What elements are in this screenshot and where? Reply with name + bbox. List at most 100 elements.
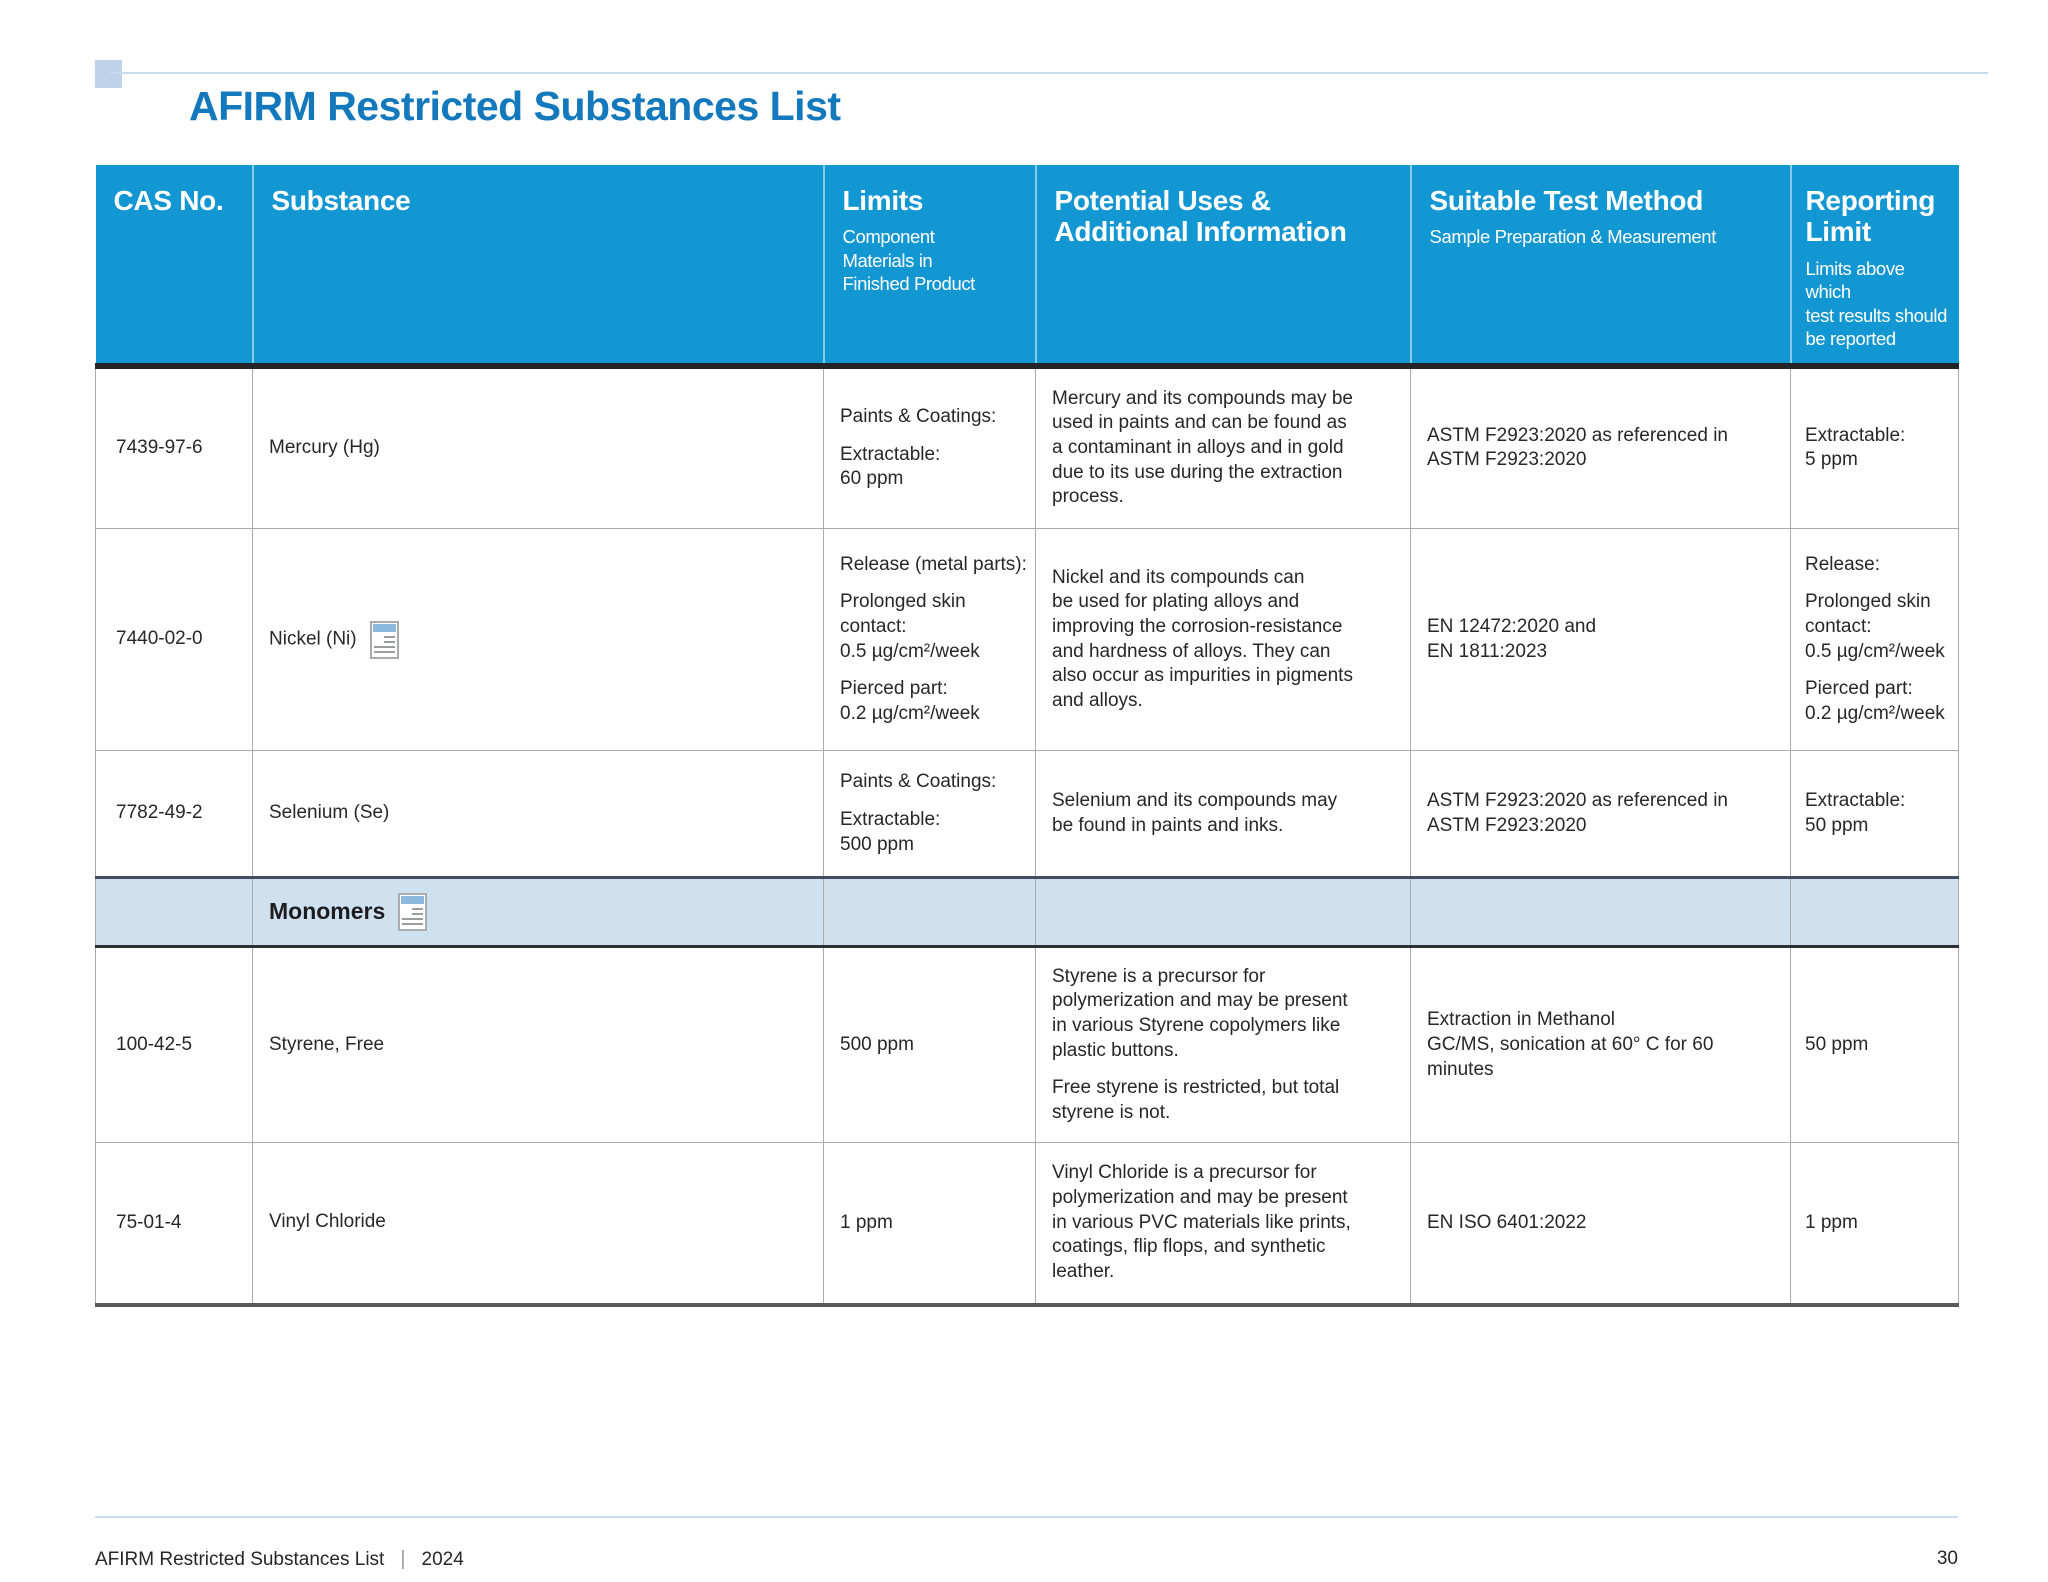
- section-empty-cell: [823, 876, 1036, 949]
- col-header-label: Suitable Test Method: [1429, 185, 1704, 216]
- cell-text: Mercury and its compounds may be used in…: [1052, 387, 1353, 508]
- reporting-limit-cell: 50 ppm: [1790, 946, 1959, 1144]
- table-header: CAS No. Substance Limits Component Mater…: [95, 165, 1959, 369]
- uses-cell: Nickel and its compounds can be used for…: [1035, 528, 1411, 752]
- limits-cell: Release (metal parts): Prolonged skin con…: [823, 528, 1036, 752]
- cell-text: Extractable: 60 ppm: [840, 443, 941, 490]
- section-empty-cell: [95, 876, 253, 949]
- reporting-limit-cell: Release: Prolonged skin contact: 0.5 µg/c…: [1790, 528, 1959, 752]
- section-empty-cell: [1790, 876, 1959, 949]
- uses-cell: Styrene is a precursor for polymerizatio…: [1035, 946, 1411, 1144]
- uses-cell: Selenium and its compounds may be found …: [1035, 750, 1411, 879]
- cell-text: Extractable: 500 ppm: [840, 808, 941, 855]
- substance-cell: Nickel (Ni): [252, 528, 824, 752]
- cell-text: 100-42-5: [116, 1033, 193, 1055]
- header-rule-line: [110, 72, 1988, 74]
- cas-cell: 7440-02-0: [95, 528, 253, 752]
- cas-cell: 100-42-5: [95, 946, 253, 1144]
- cell-text: 75-01-4: [116, 1211, 182, 1233]
- cell-text: Pierced part: 0.2 µg/cm²/week: [840, 678, 980, 725]
- uses-cell: Vinyl Chloride is a precursor for polyme…: [1035, 1142, 1411, 1307]
- substance-name: Selenium (Se): [269, 802, 390, 824]
- col-header-label: Potential Uses & Additional Information: [1054, 185, 1347, 248]
- substance-row: 75-01-4 Vinyl Chloride 1 ppm Vinyl Chloride…: [95, 1142, 1959, 1307]
- col-header-subtitle: Limits above which test results should b…: [1805, 257, 1948, 350]
- cell-text: Extraction in Methanol GC/MS, sonication…: [1427, 1009, 1714, 1080]
- note-annotation-icon[interactable]: [398, 893, 428, 932]
- cell-text: ASTM F2923:2020 as referenced in ASTM F2…: [1427, 789, 1729, 836]
- reporting-limit-cell: Extractable: 5 ppm: [1790, 365, 1959, 530]
- note-annotation-icon[interactable]: [369, 620, 399, 659]
- cell-text: EN ISO 6401:2022: [1427, 1211, 1587, 1233]
- substance-name: Vinyl Chloride: [269, 1211, 386, 1233]
- col-header-test-method: Suitable Test Method Sample Preparation …: [1409, 165, 1791, 369]
- cas-cell: 7782-49-2: [95, 750, 253, 879]
- col-header-label: Reporting Limit: [1805, 185, 1936, 248]
- section-empty-cell: [1410, 876, 1791, 949]
- col-header-label: Substance: [271, 185, 411, 216]
- cell-text: Styrene is a precursor for polymerizatio…: [1052, 965, 1348, 1061]
- footer-left: AFIRM Restricted Substances List | 2024: [95, 1548, 464, 1571]
- substance-cell: Styrene, Free: [252, 946, 824, 1144]
- cell-text: Nickel and its compounds can be used for…: [1052, 566, 1353, 712]
- footer-separator: |: [400, 1548, 406, 1570]
- cell-text: Paints & Coatings:: [840, 771, 997, 793]
- reporting-limit-cell: Extractable: 50 ppm: [1790, 750, 1959, 879]
- col-header-substance: Substance: [251, 165, 824, 369]
- section-row: Monomers: [95, 876, 1959, 949]
- test-method-cell: EN 12472:2020 and EN 1811:2023: [1410, 528, 1791, 752]
- col-header-label: Limits: [842, 185, 924, 216]
- cell-text: 1 ppm: [1805, 1211, 1858, 1233]
- limits-cell: 500 ppm: [823, 946, 1036, 1144]
- col-header-reporting-limit: Reporting Limit Limits above which test …: [1789, 165, 1959, 369]
- page-title: AFIRM Restricted Substances List: [189, 83, 841, 129]
- page-footer: AFIRM Restricted Substances List | 2024 …: [95, 1548, 1958, 1571]
- test-method-cell: ASTM F2923:2020 as referenced in ASTM F2…: [1410, 750, 1791, 879]
- substances-table: CAS No. Substance Limits Component Mater…: [95, 165, 1959, 1307]
- cas-cell: 75-01-4: [95, 1142, 253, 1307]
- cell-text: Release:: [1805, 553, 1880, 575]
- substance-cell: Vinyl Chloride: [252, 1142, 824, 1307]
- cell-text: EN 12472:2020 and EN 1811:2023: [1427, 615, 1597, 662]
- limits-cell: Paints & Coatings: Extractable: 60 ppm: [823, 365, 1036, 530]
- cell-text: 1 ppm: [840, 1211, 893, 1233]
- cell-text: Extractable: 50 ppm: [1805, 789, 1906, 836]
- section-title-cell: Monomers: [252, 876, 824, 949]
- cell-text: Extractable: 5 ppm: [1805, 424, 1906, 471]
- test-method-cell: EN ISO 6401:2022: [1410, 1142, 1791, 1307]
- col-header-potential-uses: Potential Uses & Additional Information: [1034, 165, 1411, 369]
- cell-text: Prolonged skin contact: 0.5 µg/cm²/week: [1805, 591, 1945, 662]
- col-header-label: CAS No.: [113, 185, 224, 216]
- cell-text: 500 ppm: [840, 1033, 914, 1055]
- substance-name: Styrene, Free: [269, 1033, 385, 1055]
- substance-row: 7440-02-0 Nickel (Ni) Release (metal part…: [95, 528, 1959, 752]
- test-method-cell: Extraction in Methanol GC/MS, sonication…: [1410, 946, 1791, 1144]
- substance-cell: Selenium (Se): [252, 750, 824, 879]
- section-empty-cell: [1035, 876, 1411, 949]
- col-header-cas: CAS No.: [95, 165, 253, 369]
- substance-row: 7782-49-2 Selenium (Se) Paints & Coatings:…: [95, 750, 1959, 879]
- limits-cell: 1 ppm: [823, 1142, 1036, 1307]
- col-header-limits: Limits Component Materials in Finished P…: [822, 165, 1036, 369]
- cell-text: 7440-02-0: [116, 628, 203, 650]
- footer-year: 2024: [421, 1548, 464, 1570]
- cell-text: Vinyl Chloride is a precursor for polyme…: [1052, 1162, 1351, 1282]
- col-header-subtitle: Component Materials in Finished Product: [842, 226, 976, 295]
- table-body: 7439-97-6 Mercury (Hg) Paints & Coatings: E…: [95, 365, 1959, 1307]
- cas-cell: 7439-97-6: [95, 365, 253, 530]
- substance-row: 7439-97-6 Mercury (Hg) Paints & Coatings: E…: [95, 365, 1959, 530]
- footer-doc-title: AFIRM Restricted Substances List: [95, 1548, 385, 1570]
- uses-cell: Mercury and its compounds may be used in…: [1035, 365, 1411, 530]
- cell-text: 7439-97-6: [116, 437, 203, 459]
- test-method-cell: ASTM F2923:2020 as referenced in ASTM F2…: [1410, 365, 1791, 530]
- limits-cell: Paints & Coatings: Extractable: 500 ppm: [823, 750, 1036, 879]
- substance-name: Mercury (Hg): [269, 436, 380, 458]
- cell-text: 50 ppm: [1805, 1033, 1869, 1055]
- table-header-row: CAS No. Substance Limits Component Mater…: [95, 165, 1959, 369]
- cell-text: Release (metal parts):: [840, 553, 1027, 575]
- cell-text: Paints & Coatings:: [840, 405, 997, 427]
- reporting-limit-cell: 1 ppm: [1790, 1142, 1959, 1307]
- col-header-subtitle: Sample Preparation & Measurement: [1429, 226, 1717, 248]
- cell-text: Pierced part: 0.2 µg/cm²/week: [1805, 678, 1945, 725]
